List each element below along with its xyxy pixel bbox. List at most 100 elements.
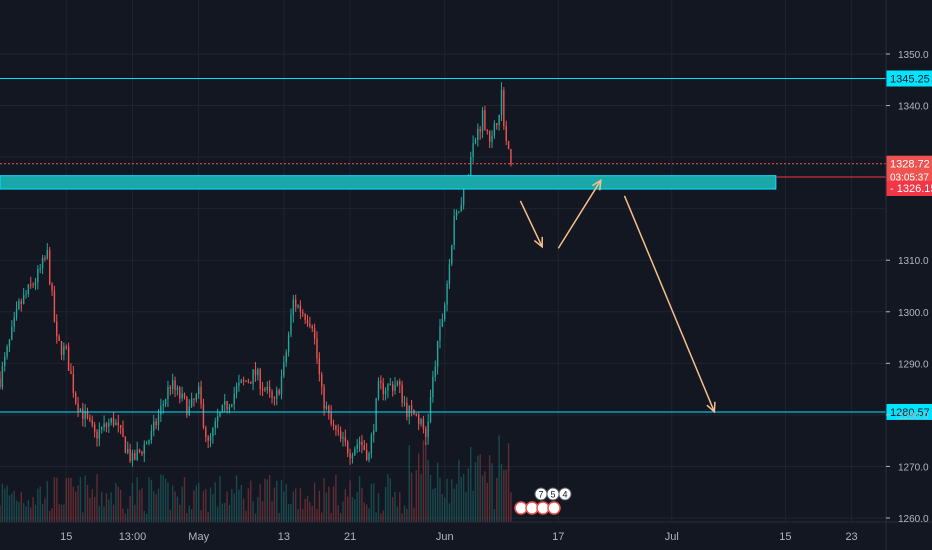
volume-bar — [0, 505, 1, 522]
price-tick-label: 1260.0 — [898, 514, 929, 525]
time-tick-label: 13:00 — [119, 531, 147, 543]
volume-bar — [226, 491, 228, 522]
candle-body — [328, 406, 330, 413]
volume-bar — [143, 510, 145, 522]
candle-body — [266, 386, 268, 390]
projection-arrows[interactable] — [519, 178, 716, 414]
event-flag-icon[interactable] — [514, 501, 528, 515]
volume-bar — [391, 497, 394, 522]
candle-body — [474, 139, 477, 144]
volume-bar — [179, 504, 181, 522]
volume-bar — [181, 486, 183, 522]
candle-body — [503, 89, 505, 127]
candle-body — [370, 435, 373, 454]
volume-bar — [363, 502, 365, 522]
volume-bar — [157, 488, 160, 522]
volume-bar — [316, 509, 318, 522]
candle-body — [496, 123, 498, 126]
candle-body — [380, 381, 382, 383]
candle-body — [131, 453, 134, 462]
volume-bar — [444, 497, 446, 522]
event-flag-icon[interactable] — [525, 501, 539, 515]
candle-body — [119, 425, 122, 428]
event-count-badge[interactable] — [558, 487, 572, 501]
event-flag-icon[interactable] — [536, 501, 550, 515]
candle-body — [271, 391, 273, 398]
volume-bar — [493, 509, 496, 522]
volume-bar — [32, 497, 34, 522]
volume-bar — [377, 493, 380, 522]
volume-bar — [399, 492, 401, 522]
candle-body — [60, 340, 63, 355]
volume-bar — [67, 477, 70, 522]
candle-body — [13, 317, 15, 327]
candle-body — [46, 250, 49, 259]
volume-bar — [150, 479, 153, 522]
candle-body — [200, 386, 202, 404]
projection-arrow[interactable] — [623, 195, 716, 413]
candle-body — [448, 263, 451, 284]
candle-body — [115, 422, 117, 425]
candle-body — [164, 399, 167, 405]
candle-body — [306, 320, 309, 324]
volume-bar — [30, 507, 32, 522]
horizontal-levels[interactable]: 1345.25 1280.57 1328.72 03:05:37- 1326.15 — [0, 70, 932, 420]
volume-bar — [58, 504, 60, 522]
zone-rectangle[interactable] — [0, 175, 777, 190]
volume-bar — [39, 486, 41, 522]
volume-bars — [0, 435, 512, 522]
candle-body — [375, 398, 377, 431]
volume-bar — [164, 478, 167, 522]
volume-bar — [84, 475, 86, 522]
projection-arrow[interactable] — [557, 179, 602, 249]
volume-bar — [394, 491, 396, 522]
volume-bar — [507, 443, 510, 522]
candle-body — [321, 374, 323, 387]
volume-bar — [479, 454, 481, 522]
volume-bar — [138, 489, 141, 522]
candle-body — [356, 444, 358, 449]
candle-body — [79, 408, 82, 412]
volume-bar — [228, 504, 231, 522]
candle-body — [233, 393, 235, 405]
volume-bar — [384, 486, 387, 522]
candle-body — [297, 305, 299, 308]
volume-bar — [261, 501, 264, 522]
candle-body — [313, 328, 316, 339]
candle-body — [32, 284, 34, 286]
volume-bar — [311, 506, 313, 522]
candle-body — [316, 338, 318, 359]
time-tick-label: 13 — [278, 531, 290, 543]
candle-body — [339, 431, 342, 439]
projection-arrow[interactable] — [519, 200, 543, 248]
candle-body — [160, 405, 162, 416]
candle-body — [250, 381, 252, 384]
candle-body — [129, 449, 131, 462]
time-tick-label: Jun — [436, 531, 454, 543]
candle-body — [145, 443, 148, 445]
level-price-tag — [886, 70, 932, 87]
volume-bar — [212, 493, 214, 522]
volume-bar — [436, 462, 439, 522]
volume-bar — [18, 502, 20, 522]
candle-body — [507, 140, 510, 150]
supply-zone[interactable] — [0, 175, 777, 190]
candle-body — [89, 417, 91, 421]
volume-bar — [216, 506, 219, 522]
candle-body — [458, 211, 460, 213]
candle-body — [382, 382, 384, 395]
volume-bar — [98, 506, 101, 522]
candle-body — [439, 326, 441, 341]
volume-bar — [318, 490, 321, 522]
candle-body — [470, 156, 472, 176]
volume-bar — [313, 482, 316, 522]
volume-bar — [190, 509, 193, 522]
candle-body — [401, 384, 403, 403]
candle-body — [98, 429, 101, 439]
volume-bar — [86, 484, 89, 522]
volume-bar — [115, 483, 117, 522]
event-flag-icon[interactable] — [547, 501, 561, 515]
